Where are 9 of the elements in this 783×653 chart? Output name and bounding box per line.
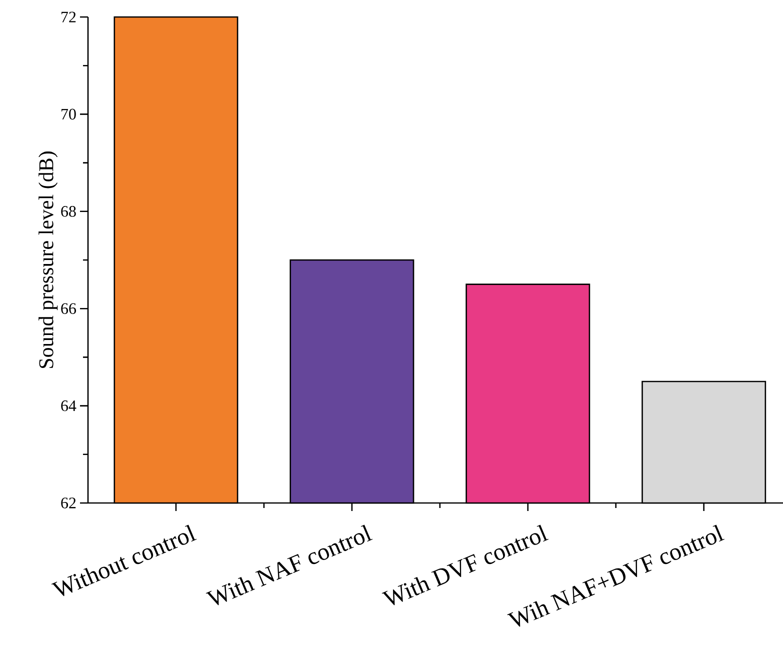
y-tick-label: 62: [61, 498, 76, 508]
x-tick-label: With NAF control: [206, 524, 373, 606]
y-axis-title: Sound pressure level (dB): [38, 152, 58, 368]
y-tick-label: 66: [61, 303, 76, 314]
y-tick-label: 72: [62, 12, 76, 22]
y-tick-label: 68: [61, 206, 76, 217]
x-tick-label: Without control: [51, 524, 197, 596]
y-tick-label: 70: [62, 108, 76, 120]
y-tick-label: 64: [61, 400, 76, 412]
